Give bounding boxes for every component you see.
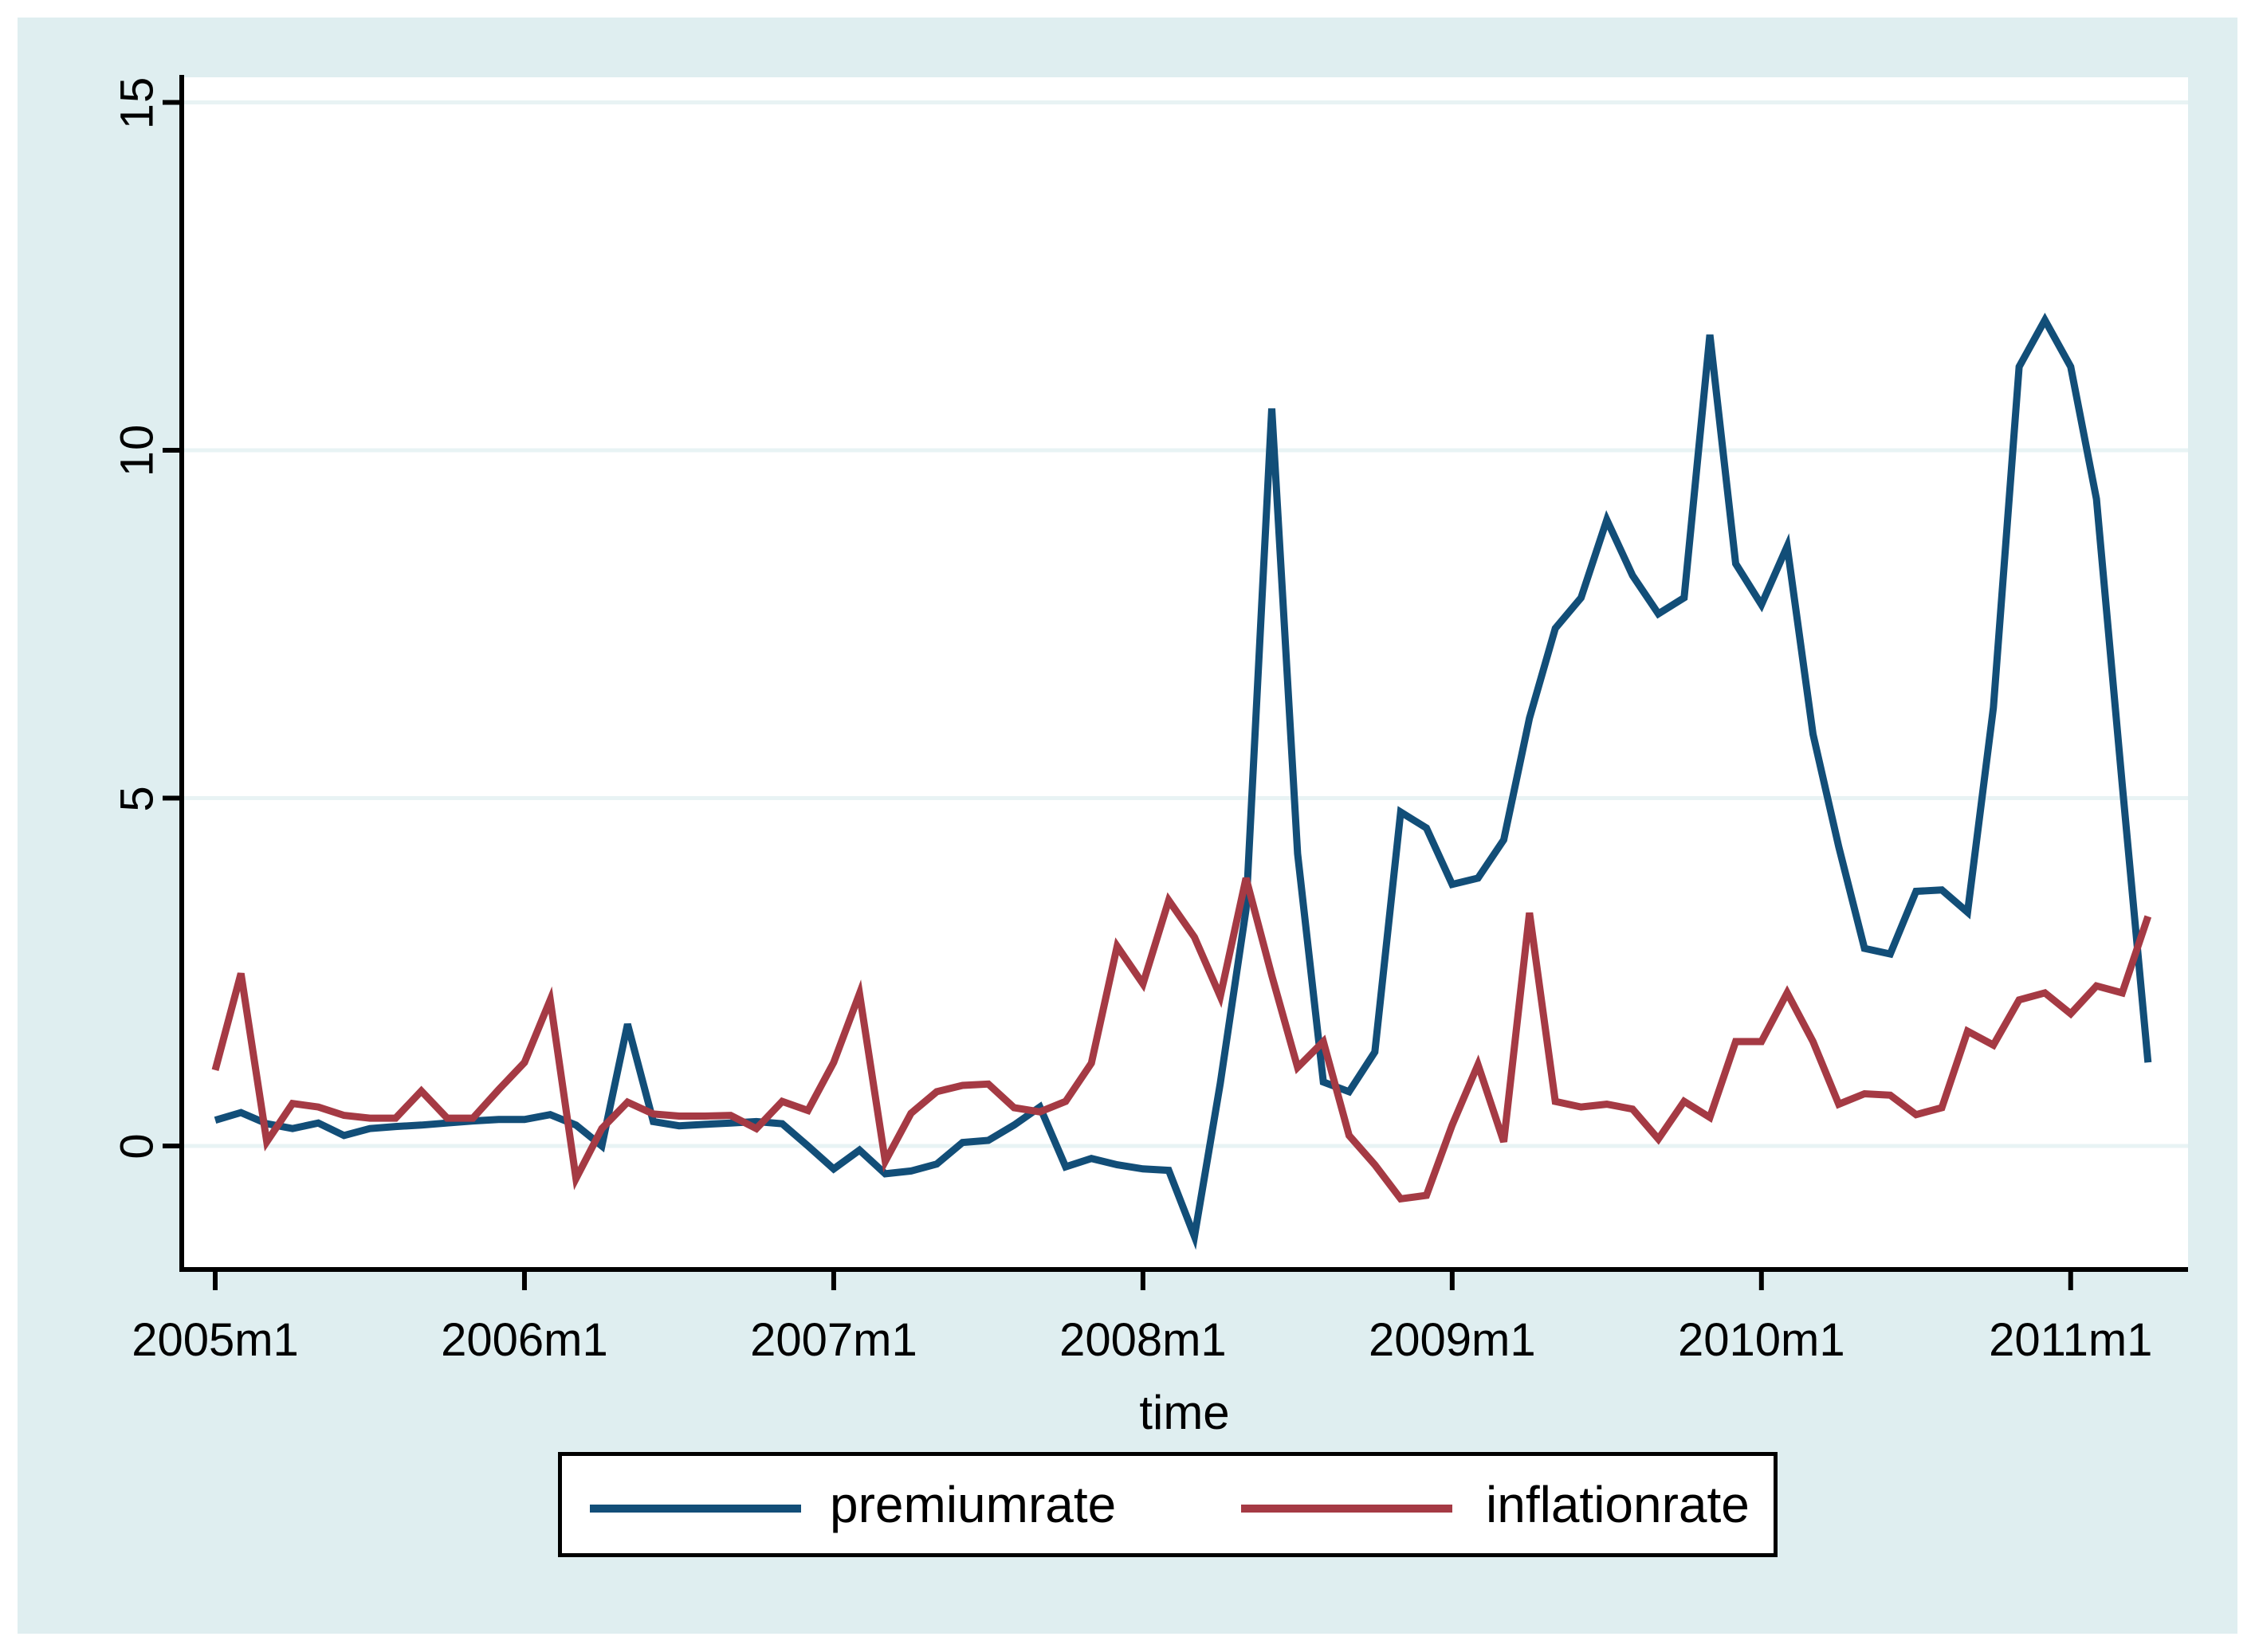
- y-tick-label: 0: [111, 1132, 163, 1160]
- legend-label-premiumrate: premiumrate: [830, 1476, 1117, 1533]
- series-line-inflationrate: [211, 877, 2152, 1203]
- legend-swatch-inflationrate: [1241, 1505, 1452, 1513]
- x-tick-label: 2008m1: [1059, 1314, 1227, 1366]
- legend-box: premiumrate inflationrate: [558, 1452, 1778, 1557]
- legend-label-inflationrate: inflationrate: [1486, 1476, 1750, 1533]
- x-tick-label: 2006m1: [441, 1314, 608, 1366]
- y-tick-label: 10: [111, 423, 163, 477]
- x-tick-label: 2009m1: [1369, 1314, 1536, 1366]
- legend-swatch-premiumrate: [590, 1505, 801, 1513]
- x-tick-label: 2011m1: [1989, 1314, 2153, 1366]
- x-tick-label: 2010m1: [1677, 1314, 1845, 1366]
- x-axis-title: time: [1139, 1386, 1230, 1439]
- y-tick-label: 15: [111, 76, 163, 129]
- y-tick-label: 5: [111, 784, 163, 812]
- x-tick-label: 2007m1: [750, 1314, 917, 1366]
- x-tick-label: 2005m1: [132, 1314, 299, 1366]
- series-line-premiumrate: [214, 312, 2152, 1250]
